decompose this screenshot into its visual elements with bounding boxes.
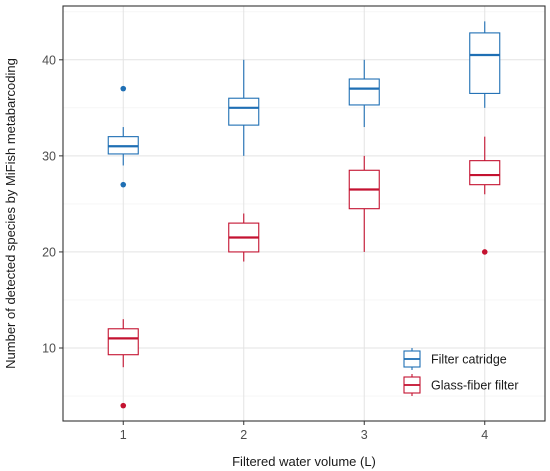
x-tick-label: 1: [120, 428, 127, 442]
x-tick-label: 3: [361, 428, 368, 442]
plot-border: [62, 5, 546, 422]
box-body: [469, 32, 501, 94]
y-tick-label: 10: [42, 341, 56, 355]
x-tick-label: 4: [481, 428, 488, 442]
box-filter-catridge-2: [228, 59, 260, 156]
outlier-point: [120, 181, 127, 188]
box-glass-fiber-filter-4: [469, 136, 501, 255]
boxes: [107, 21, 501, 409]
x-axis-title: Filtered water volume (L): [232, 454, 376, 469]
box-filter-catridge-3: [348, 59, 380, 128]
outlier-point: [120, 85, 127, 92]
axes: 10 20 30 40 1 2 3 4: [42, 53, 488, 442]
legend-label: Filter catridge: [431, 353, 507, 367]
box-filter-catridge-4: [469, 21, 501, 108]
plot-panel: [63, 6, 545, 421]
legend-item: Filter catridge: [403, 348, 507, 370]
box-body: [469, 160, 501, 186]
legend-label: Glass-fiber filter: [431, 379, 519, 393]
box-body: [228, 97, 260, 126]
outlier-point: [481, 249, 488, 255]
box-filter-catridge-1: [107, 85, 139, 188]
box-body: [107, 328, 139, 356]
box-body: [348, 78, 380, 106]
y-tick-label: 30: [42, 149, 56, 163]
legend: Filter catridge Glass-fiber filter: [403, 348, 519, 396]
x-tick-label: 2: [240, 428, 247, 442]
y-axis-title: Number of detected species by MiFish met…: [3, 58, 18, 369]
outlier-point: [120, 402, 127, 409]
legend-item: Glass-fiber filter: [403, 374, 519, 396]
y-tick-label: 40: [42, 53, 56, 67]
box-glass-fiber-filter-3: [348, 155, 380, 252]
y-tick-label: 20: [42, 245, 56, 259]
box-glass-fiber-filter-2: [228, 213, 260, 262]
box-glass-fiber-filter-1: [107, 319, 139, 409]
